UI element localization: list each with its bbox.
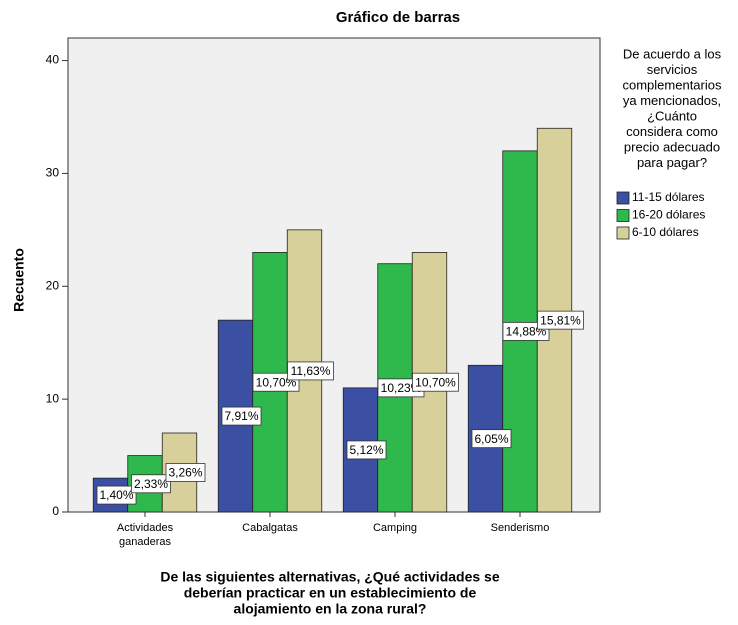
x-tick-label: Actividades ganaderas	[117, 522, 174, 548]
x-axis-label: De las siguientes alternativas, ¿Qué act…	[160, 569, 499, 585]
data-label-box	[131, 474, 171, 494]
data-label: 11,63%	[291, 364, 331, 378]
y-tick-label: 40	[46, 53, 60, 67]
data-label: 10,70%	[256, 375, 297, 389]
data-label: 1,40%	[99, 488, 133, 502]
y-tick-label: 20	[46, 278, 60, 292]
legend-title: considera como	[626, 124, 718, 139]
y-axis-label: Recuento	[11, 248, 27, 312]
data-label-box	[287, 361, 334, 381]
data-label: 10,70%	[415, 375, 456, 389]
legend-label: 6-10 dólares	[632, 225, 699, 239]
data-label: 3,26%	[168, 466, 202, 480]
y-tick-label: 10	[46, 391, 60, 405]
legend-title: ¿Cuánto	[647, 108, 697, 123]
x-axis-label: deberían practicar en un establecimiento…	[184, 585, 477, 601]
data-label: 2,33%	[134, 477, 168, 491]
data-label: 7,91%	[224, 409, 258, 423]
y-tick-label: 0	[52, 504, 59, 518]
x-tick-label: Senderismo	[491, 522, 550, 534]
data-label-box	[346, 440, 387, 460]
data-label-box	[96, 485, 137, 505]
legend-swatch	[616, 191, 630, 205]
legend-title: ya mencionados,	[623, 93, 721, 108]
legend-swatch	[616, 226, 630, 240]
chart-title: Gráfico de barras	[336, 9, 460, 26]
x-axis-label: alojamiento en la zona rural?	[234, 601, 427, 617]
data-label: 10,23%	[381, 381, 422, 395]
x-tick-label: Cabalgatas	[242, 522, 298, 534]
legend-label: 16-20 dólares	[632, 208, 705, 222]
data-label-box	[221, 406, 262, 426]
legend-title: precio adecuado	[624, 139, 720, 154]
data-label-box	[412, 372, 459, 392]
legend-title: De acuerdo a los	[623, 46, 722, 61]
data-label-box	[471, 429, 512, 449]
data-label: 5,12%	[349, 443, 383, 457]
legend-title: servicios	[647, 62, 698, 77]
y-tick-label: 30	[46, 166, 60, 180]
data-label-box	[537, 310, 584, 330]
legend-label: 11-15 dólares	[632, 190, 705, 204]
legend-title: para pagar?	[637, 155, 707, 170]
legend-title: complementarios	[623, 77, 722, 92]
legend-swatch	[616, 209, 630, 222]
data-label: 6,05%	[474, 432, 508, 446]
data-label-box	[165, 463, 206, 482]
data-label: 14,88%	[506, 325, 547, 339]
data-label: 15,81%	[540, 313, 581, 327]
x-tick-label: Camping	[373, 522, 417, 534]
